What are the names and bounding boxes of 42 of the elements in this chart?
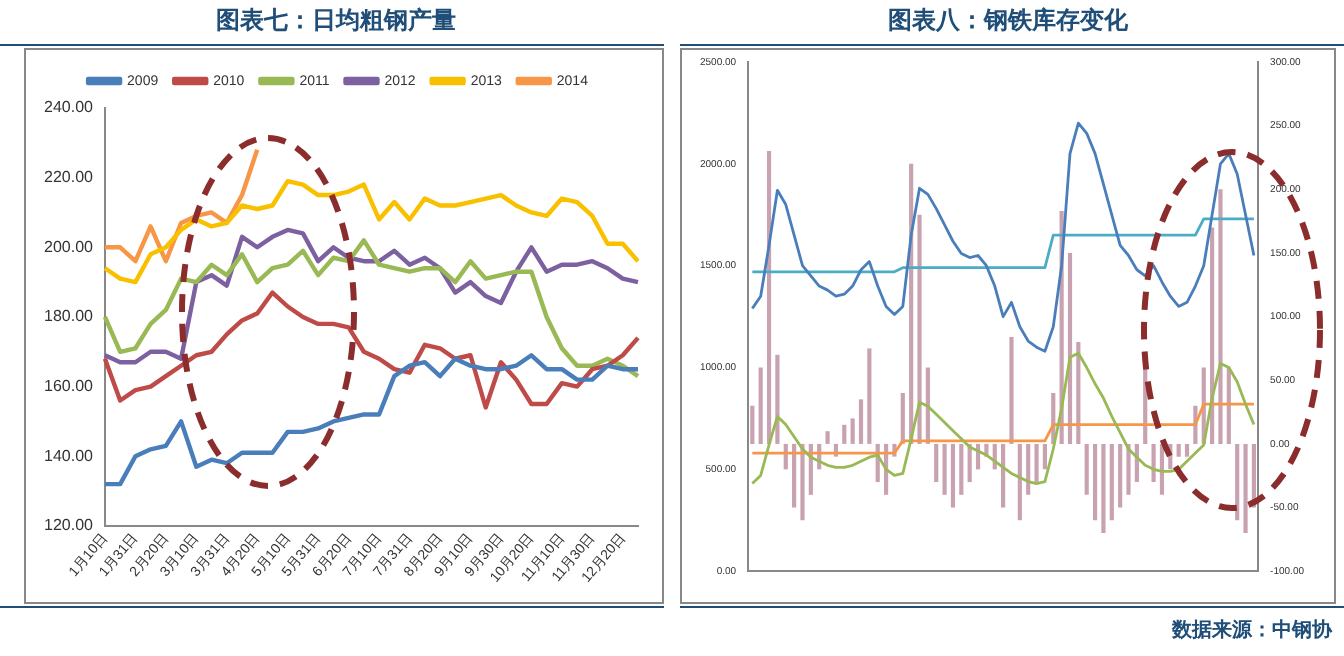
y-tick-label: 240.00	[44, 98, 95, 117]
bar	[1092, 443, 1098, 521]
y-tick-label: 160.00	[44, 377, 95, 395]
bar	[850, 418, 855, 444]
bar	[1017, 443, 1022, 521]
y-tick-label: 140.00	[44, 446, 95, 465]
bar	[917, 214, 922, 444]
bar	[1243, 443, 1248, 534]
bar	[1026, 443, 1031, 495]
bar	[800, 443, 805, 521]
bar	[1101, 443, 1106, 534]
bar	[1084, 443, 1089, 495]
bar	[858, 399, 864, 444]
bar	[842, 424, 847, 444]
bar	[934, 443, 939, 483]
bar	[867, 348, 872, 444]
bar	[1034, 443, 1039, 483]
bar	[1126, 443, 1131, 495]
y-tick-label: 200.00	[44, 237, 95, 256]
source-note: 数据来源：中钢协	[1172, 617, 1332, 644]
bar	[1109, 443, 1114, 521]
bar	[758, 367, 763, 444]
bar	[959, 443, 964, 495]
bar	[950, 443, 956, 508]
bar	[1176, 443, 1181, 457]
y-tick-label: 180.00	[44, 307, 95, 326]
chart-title: 图表八：钢铁库存变化	[886, 4, 1130, 38]
chart-title: 图表七：日均粗钢产量	[214, 4, 458, 38]
bar	[1001, 443, 1006, 508]
y-tick-label: 120.00	[44, 516, 95, 535]
bar	[1009, 336, 1014, 444]
bar	[1042, 443, 1047, 470]
bar	[1118, 443, 1123, 508]
bar	[1218, 189, 1223, 444]
bar	[1184, 443, 1190, 457]
y-tick-label: 220.00	[44, 168, 95, 187]
bar	[1151, 443, 1156, 483]
bar	[750, 405, 755, 444]
bar	[792, 443, 797, 508]
bar	[825, 431, 830, 444]
bar	[942, 443, 947, 495]
bar	[1235, 443, 1240, 521]
